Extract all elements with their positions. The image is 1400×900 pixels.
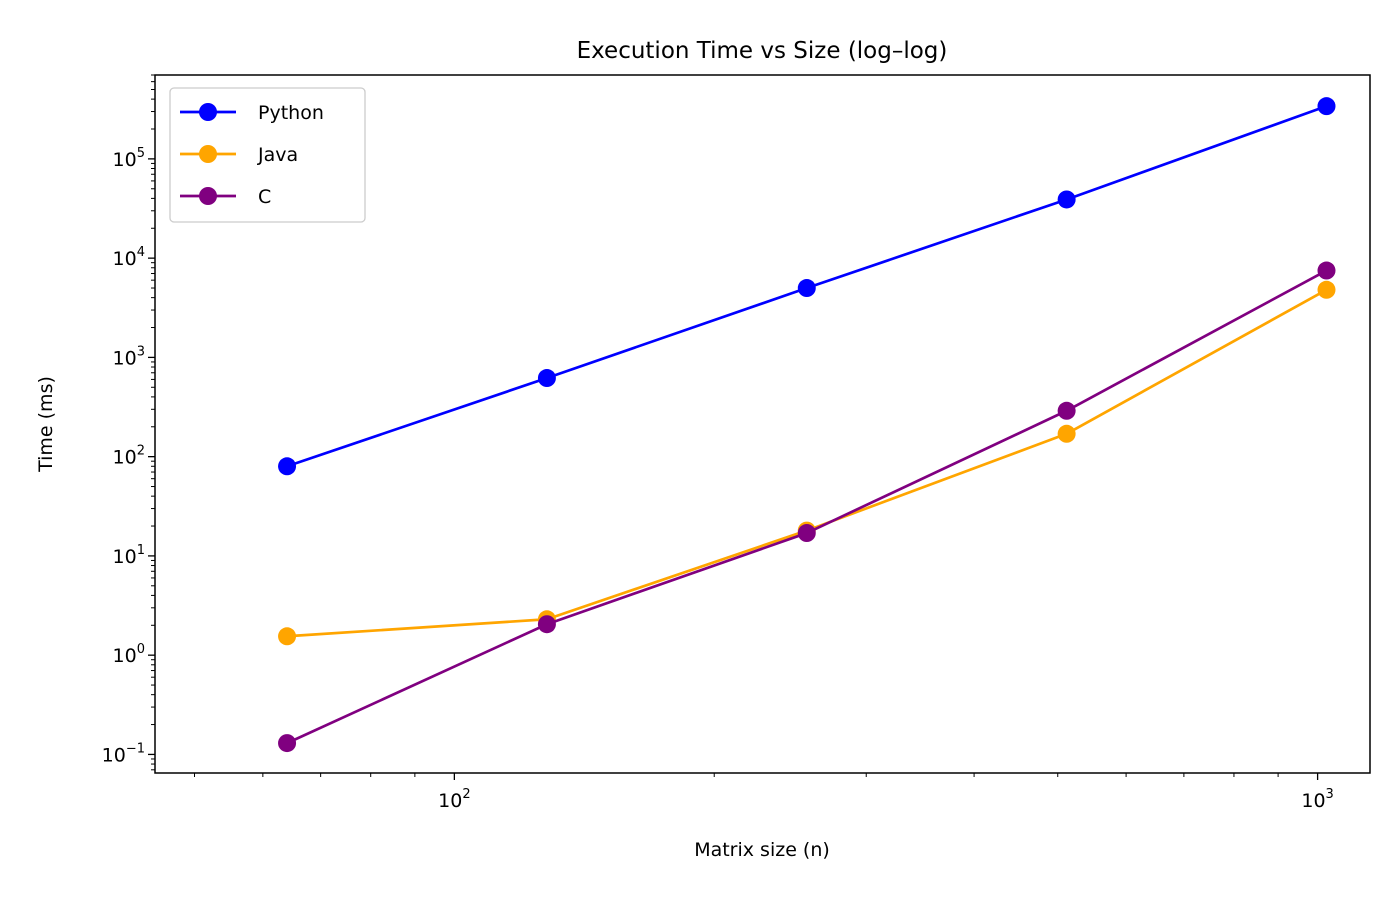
y-tick-label: 10−1 [102, 741, 145, 766]
y-tick-label: 101 [113, 543, 145, 568]
legend-marker [199, 103, 217, 121]
legend-entry-java: Java [180, 144, 298, 166]
x-axis-label: Matrix size (n) [694, 839, 830, 861]
y-axis-label: Time (ms) [35, 376, 57, 473]
legend-entry-c: C [180, 186, 271, 208]
y-tick-label: 102 [113, 444, 145, 469]
data-point-python [537, 369, 556, 388]
x-tick-label: 102 [438, 787, 470, 812]
data-point-python [797, 279, 816, 298]
series-python [278, 97, 1336, 476]
series-c [278, 261, 1336, 753]
legend-marker [199, 187, 217, 205]
y-major-ticks: 10−1 100 101 102 103 104 105 [102, 146, 155, 766]
legend: Python Java C [169, 87, 366, 223]
data-point-python [1057, 190, 1076, 209]
data-point-python [1317, 97, 1336, 116]
chart-title: Execution Time vs Size (log–log) [577, 38, 948, 64]
y-tick-label: 105 [113, 146, 145, 171]
legend-label: Python [258, 102, 324, 124]
data-point-c [278, 734, 297, 753]
series-layer [278, 97, 1336, 753]
y-tick-label: 100 [113, 642, 145, 667]
legend-label: Java [257, 144, 298, 166]
data-point-c [1317, 261, 1336, 280]
x-tick-label: 103 [1301, 787, 1333, 812]
data-point-java [1317, 280, 1336, 299]
legend-entry-python: Python [180, 102, 324, 124]
data-point-java [278, 627, 297, 646]
data-point-c [797, 524, 816, 543]
legend-label: C [258, 186, 271, 208]
y-tick-label: 103 [113, 344, 145, 369]
x-major-ticks: 102 103 [438, 773, 1334, 812]
legend-box [169, 87, 366, 223]
data-point-c [537, 615, 556, 634]
data-point-python [278, 457, 297, 476]
legend-marker [199, 145, 217, 163]
y-tick-label: 104 [113, 245, 145, 270]
data-point-java [1057, 424, 1076, 443]
legend-entries: Python Java C [180, 102, 324, 208]
plot-area-frame [154, 74, 1371, 774]
data-point-c [1057, 401, 1076, 420]
